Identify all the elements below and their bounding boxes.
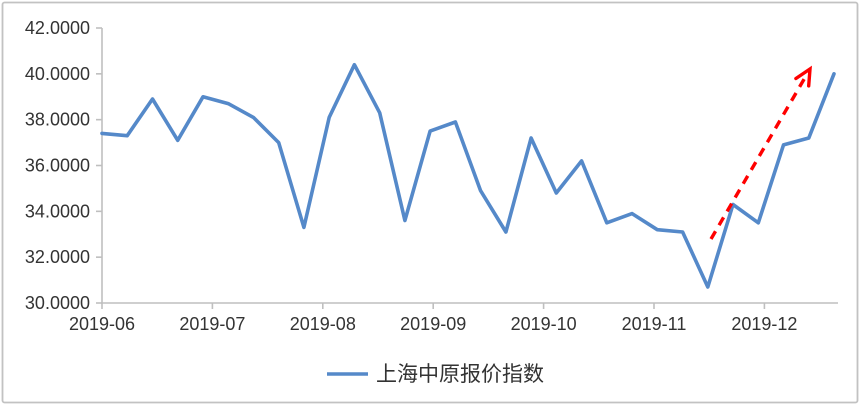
x-tick-label: 2019-07	[179, 314, 245, 334]
x-tick-label: 2019-10	[511, 314, 577, 334]
y-tick-label: 34.0000	[25, 201, 90, 221]
y-tick-label: 42.0000	[25, 18, 90, 38]
x-tick-label: 2019-12	[731, 314, 797, 334]
trend-arrow-head	[794, 65, 812, 88]
y-tick-label: 30.0000	[25, 293, 90, 313]
legend: 上海中原报价指数	[327, 363, 544, 386]
x-tick-label: 2019-08	[290, 314, 356, 334]
x-tick-label: 2019-11	[622, 314, 687, 334]
y-tick-label: 38.0000	[25, 110, 90, 130]
y-tick-label: 36.0000	[25, 156, 90, 176]
y-tick-label: 40.0000	[25, 64, 90, 84]
legend-label: 上海中原报价指数	[376, 363, 544, 386]
chart-frame	[1, 1, 859, 404]
axis-labels: 42.0000 40.0000 38.0000 36.0000 34.0000 32.00…	[25, 18, 798, 334]
x-tick-label: 2019-09	[400, 314, 466, 334]
trend-arrow-annotation	[709, 65, 812, 240]
x-tick-label: 2019-06	[69, 314, 135, 334]
y-tick-label: 32.0000	[25, 247, 90, 267]
axes	[96, 27, 838, 309]
series-line-quote-index	[100, 62, 836, 289]
data-series	[100, 62, 836, 289]
